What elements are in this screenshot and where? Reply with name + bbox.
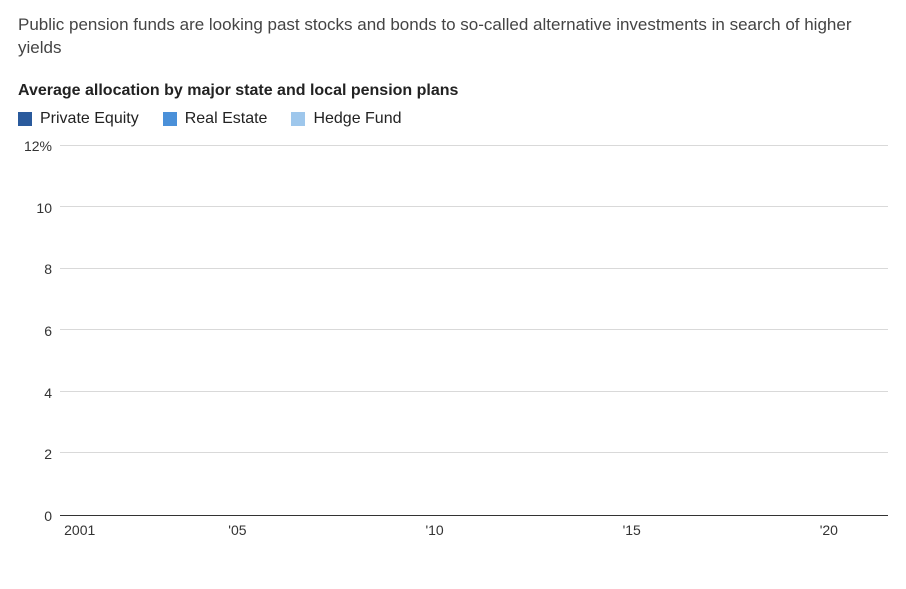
- chart-title: Average allocation by major state and lo…: [18, 82, 888, 100]
- grid-line: [60, 452, 888, 453]
- y-tick-label: 2: [44, 446, 52, 462]
- y-tick-label: 12%: [24, 138, 52, 154]
- grid-line: [60, 145, 888, 146]
- y-tick-label: 10: [36, 200, 52, 216]
- y-tick-label: 6: [44, 323, 52, 339]
- x-tick-label: '10: [425, 522, 443, 538]
- x-axis: 2001 '05 '10 '15 '20: [60, 516, 888, 546]
- bars-layer: [60, 146, 888, 515]
- legend-item: Real Estate: [163, 110, 268, 128]
- grid-line: [60, 206, 888, 207]
- y-tick-label: 4: [44, 385, 52, 401]
- legend-swatch: [163, 112, 177, 126]
- y-tick-label: 0: [44, 508, 52, 524]
- x-tick-label: 2001: [64, 522, 95, 538]
- grid-line: [60, 391, 888, 392]
- page-subtitle: Public pension funds are looking past st…: [18, 14, 888, 60]
- legend-label: Hedge Fund: [313, 110, 401, 128]
- plot-area: [60, 146, 888, 516]
- grid-line: [60, 268, 888, 269]
- x-tick-label: '05: [228, 522, 246, 538]
- legend-item: Private Equity: [18, 110, 139, 128]
- grid-line: [60, 329, 888, 330]
- y-tick-label: 8: [44, 261, 52, 277]
- x-tick-label: '20: [820, 522, 838, 538]
- legend-item: Hedge Fund: [291, 110, 401, 128]
- y-axis: 024681012%: [18, 146, 60, 516]
- x-tick-label: '15: [623, 522, 641, 538]
- chart-container: 024681012% 2001'05'10'15'20: [18, 146, 888, 546]
- legend-swatch: [291, 112, 305, 126]
- chart-legend: Private Equity Real Estate Hedge Fund: [18, 110, 888, 128]
- legend-label: Private Equity: [40, 110, 139, 128]
- legend-swatch: [18, 112, 32, 126]
- legend-label: Real Estate: [185, 110, 268, 128]
